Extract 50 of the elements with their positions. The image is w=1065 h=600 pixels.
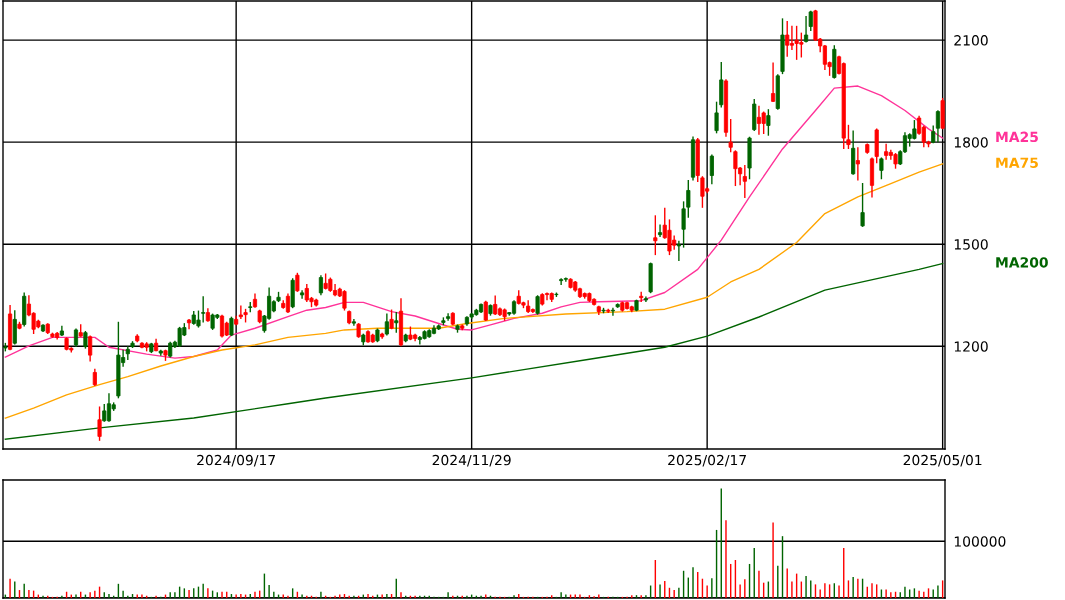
y-tick-label: 1500: [954, 239, 988, 250]
line-series: [4, 163, 944, 419]
candlestick: [728, 118, 733, 154]
candlestick: [394, 311, 399, 334]
x-tick-label: 2025/05/01: [903, 454, 982, 467]
candlestick: [700, 175, 705, 209]
candlestick: [884, 143, 889, 161]
candlestick: [756, 105, 762, 136]
candlestick: [653, 214, 658, 256]
candlestick: [493, 294, 498, 316]
candlestick: [559, 277, 564, 286]
candlestick: [318, 274, 323, 296]
candlestick: [676, 240, 681, 262]
candlestick: [714, 100, 719, 135]
candlestick: [610, 307, 616, 317]
candlestick: [803, 15, 809, 44]
candlestick: [771, 61, 776, 103]
line-series: [4, 262, 944, 440]
candlestick: [785, 20, 790, 58]
candlestick: [535, 294, 540, 316]
candlestick: [879, 156, 884, 180]
candlestick: [742, 164, 747, 199]
y-tick-label: 2100: [954, 35, 988, 46]
candlestick: [97, 405, 102, 442]
candlestick: [681, 200, 686, 249]
candlestick: [12, 309, 17, 346]
text: MA200: [996, 257, 1048, 268]
candlestick: [766, 108, 771, 137]
x-tick-label: 2025/02/17: [668, 454, 746, 467]
y-tick-label: 1200: [954, 341, 988, 352]
candlestick: [855, 146, 860, 182]
candlestick: [285, 292, 291, 314]
x-tick-label: 2024/11/29: [432, 454, 511, 467]
y-tick-label: 100000: [954, 536, 1006, 547]
candlestick: [686, 179, 691, 219]
candlestick: [106, 392, 112, 423]
text: MA25: [996, 131, 1038, 143]
candlestick: [733, 149, 738, 187]
candlestick: [860, 182, 865, 228]
candlestick: [846, 124, 851, 150]
line-series: [4, 85, 944, 359]
candlestick: [709, 153, 714, 186]
candlestick: [544, 291, 550, 302]
x-tick-label: 2024/09/17: [197, 454, 275, 467]
candlestick: [295, 272, 300, 293]
text: MA75: [996, 157, 1038, 168]
candlestick: [935, 109, 940, 143]
y-tick-label: 1800: [954, 137, 988, 148]
candlestick: [88, 334, 93, 363]
candlestick: [657, 223, 663, 238]
